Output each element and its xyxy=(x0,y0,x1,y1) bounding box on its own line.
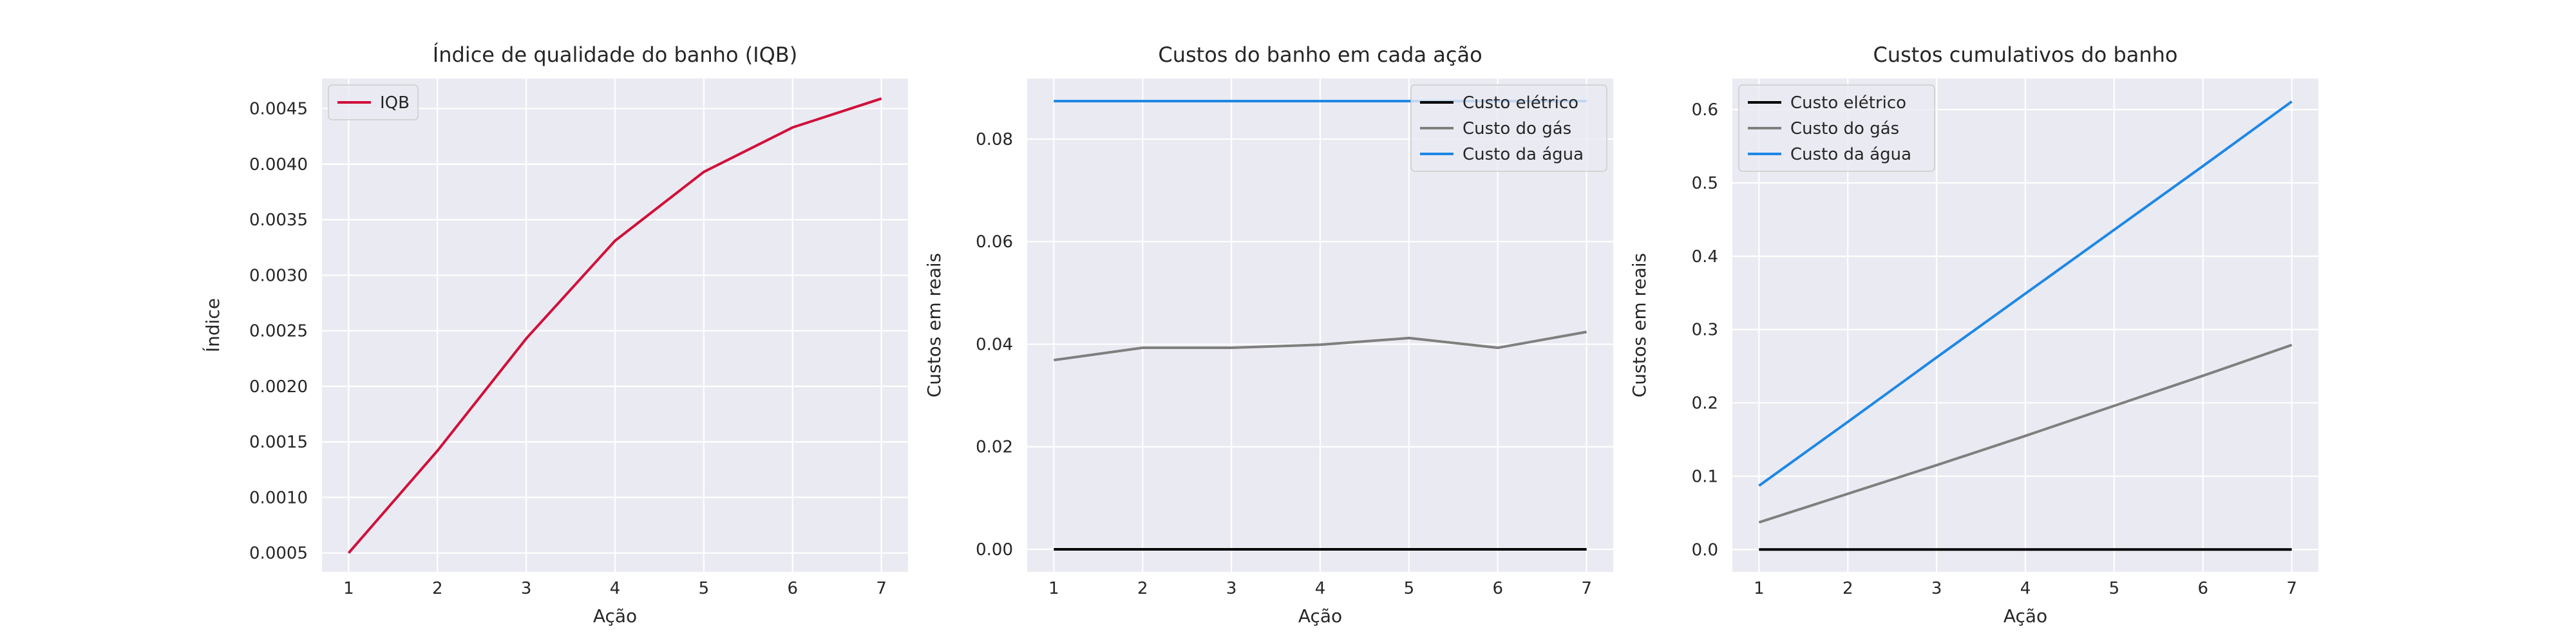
chart-3-x-tick-label: 2 xyxy=(1842,579,1853,598)
chart-1-grid xyxy=(322,79,908,572)
chart-1-x-tick-label: 2 xyxy=(432,579,443,598)
chart-1-x-tick-label: 4 xyxy=(610,579,621,598)
chart-2: 1 2 3 4 5 6 7 0.00 0.02 0.04 0.06 0.08 Custos do ban… xyxy=(923,43,1613,627)
chart-2-legend-label-custo-da-agua: Custo da água xyxy=(1463,145,1584,164)
chart-1-y-tick-label: 0.0010 xyxy=(249,488,308,507)
chart-3-y-tick-label: 0.1 xyxy=(1692,467,1718,486)
chart-3-legend: Custo elétrico Custo do gás Custo da água xyxy=(1738,84,1935,172)
chart-1-y-tick-label: 0.0030 xyxy=(249,266,308,285)
chart-1-series xyxy=(347,97,882,554)
chart-3-y-tick-label: 0.2 xyxy=(1692,394,1718,413)
chart-3-x-tick-label: 6 xyxy=(2197,579,2208,598)
chart-2-series-custo-do-gas-line xyxy=(1054,330,1587,362)
chart-2-y-tick-label: 0.08 xyxy=(976,130,1013,149)
chart-2-y-tick-label: 0.00 xyxy=(976,540,1013,560)
chart-1-y-tick-label: 0.0005 xyxy=(249,544,308,564)
chart-3-x-tick-label: 5 xyxy=(2109,579,2120,598)
chart-3-x-tick-label: 4 xyxy=(2020,579,2031,598)
chart-3-x-axis-label: Ação xyxy=(2003,605,2047,627)
chart-2-legend-label-custo-do-gas: Custo do gás xyxy=(1463,119,1571,138)
chart-2-y-axis-label: Custos em reais xyxy=(923,253,945,398)
chart-3: 1 2 3 4 5 6 7 0.0 0.1 0.2 0.3 0.4 0.5 0.6 Custos cumul… xyxy=(1629,43,2318,627)
chart-1-y-tick-label: 0.0025 xyxy=(249,322,308,341)
chart-2-legend-label-custo-eletrico: Custo elétrico xyxy=(1463,93,1578,113)
chart-1-x-axis-label: Ação xyxy=(593,605,637,627)
chart-1-y-tick-label: 0.0040 xyxy=(249,155,308,175)
chart-3-y-axis-label: Custos em reais xyxy=(1629,253,1650,398)
chart-3-series-custo-do-gas-line xyxy=(1758,343,2293,524)
chart-panels: 1 2 3 4 5 6 70.00050.00100.00150.00200.00250.0… xyxy=(202,43,2318,627)
chart-2-legend: Custo elétrico Custo do gás Custo da água xyxy=(1410,84,1607,172)
chart-3-y-tick-label: 0.0 xyxy=(1692,540,1718,560)
chart-1-x-tick-label: 5 xyxy=(699,579,710,598)
chart-1-legend: IQB xyxy=(328,84,419,120)
chart-3-x-tick-label: 3 xyxy=(1931,579,1942,598)
chart-3-legend-label-custo-eletrico: Custo elétrico xyxy=(1790,93,1906,113)
chart-3-legend-label-custo-do-gas: Custo do gás xyxy=(1790,119,1899,138)
chart-3-x-tick-label: 1 xyxy=(1754,579,1765,598)
chart-2-x-tick-label: 2 xyxy=(1137,579,1148,598)
chart-1-y-tick-label: 0.0020 xyxy=(249,377,308,397)
chart-2-title: Custos do banho em cada ação xyxy=(1158,43,1482,67)
chart-1-x-tick-label: 7 xyxy=(876,579,887,598)
chart-1-legend-label-iqb: IQB xyxy=(380,93,410,113)
chart-1-y-tick-label: 0.0015 xyxy=(249,433,308,452)
chart-1-x-tick-label: 1 xyxy=(343,579,354,598)
chart-3-y-tick-label: 0.4 xyxy=(1692,247,1718,267)
chart-2-y-tick-label: 0.06 xyxy=(976,232,1013,252)
chart-1: 1 2 3 4 5 6 7 0.0005 0.0010 0.0015 0.0020 0.0025 0.0… xyxy=(202,43,908,627)
chart-1-y-tick-label: 0.0035 xyxy=(249,211,308,230)
chart-2-x-tick-label: 1 xyxy=(1048,579,1059,598)
chart-1-x-tick-label: 3 xyxy=(521,579,532,598)
chart-3-y-tick-label: 0.6 xyxy=(1692,100,1718,120)
chart-2-x-tick-label: 7 xyxy=(1581,579,1592,598)
chart-2-legend-box xyxy=(1410,84,1607,172)
chart-1-title: Índice de qualidade do banho (IQB) xyxy=(433,43,797,67)
chart-3-series xyxy=(1758,100,2293,551)
chart-3-series-custo-da-agua-line xyxy=(1758,100,2293,487)
chart-2-x-tick-label: 6 xyxy=(1492,579,1503,598)
chart-1-legend-box xyxy=(328,84,419,120)
chart-1-x-tick-label: 6 xyxy=(787,579,798,598)
chart-2-y-tick-label: 0.02 xyxy=(976,438,1013,457)
chart-2-x-axis-label: Ação xyxy=(1298,605,1342,627)
chart-1-y-tick-label: 0.0045 xyxy=(249,100,308,119)
chart-2-x-tick-label: 5 xyxy=(1404,579,1415,598)
chart-3-x-tick-label: 7 xyxy=(2286,579,2297,598)
chart-1-y-axis-label: Índice xyxy=(202,298,223,352)
chart-1-series-iqb-line xyxy=(347,97,882,554)
chart-2-x-tick-label: 4 xyxy=(1315,579,1326,598)
chart-3-title: Custos cumulativos do banho xyxy=(1873,43,2177,67)
chart-3-y-tick-label: 0.3 xyxy=(1692,321,1718,340)
chart-3-legend-label-custo-da-agua: Custo da água xyxy=(1790,145,1911,164)
chart-3-legend-box xyxy=(1738,84,1935,172)
chart-2-y-tick-label: 0.04 xyxy=(976,335,1013,354)
chart-2-x-tick-label: 3 xyxy=(1226,579,1237,598)
chart-3-y-tick-label: 0.5 xyxy=(1692,174,1718,193)
